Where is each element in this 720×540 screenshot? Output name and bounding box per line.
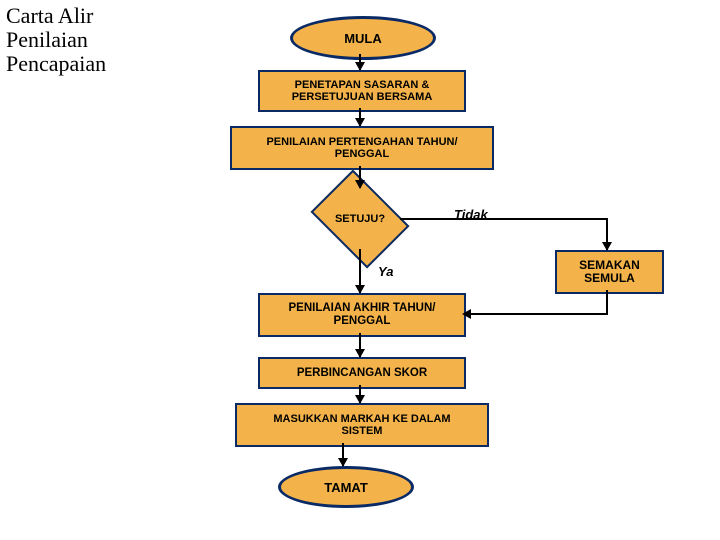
arrow-icon — [355, 180, 365, 189]
arrow-icon — [355, 285, 365, 294]
arrow-icon — [355, 62, 365, 71]
arrow-icon — [355, 395, 365, 404]
connector — [470, 313, 608, 315]
node-end-label: TAMAT — [324, 480, 368, 495]
node-label: PENILAIAN PERTENGAHAN TAHUN/ PENGGAL — [266, 136, 457, 160]
node-masukkan-markah: MASUKKAN MARKAH KE DALAM SISTEM — [235, 403, 489, 447]
page-title: Carta Alir Penilaian Pencapaian — [6, 4, 156, 77]
node-start: MULA — [290, 16, 436, 60]
node-label: PENETAPAN SASARAN & PERSETUJUAN BERSAMA — [292, 79, 433, 103]
node-label: SEMAKAN SEMULA — [579, 259, 640, 285]
arrow-icon — [462, 309, 471, 319]
node-penilaian-akhir: PENILAIAN AKHIR TAHUN/ PENGGAL — [258, 293, 466, 337]
arrow-icon — [338, 458, 348, 467]
node-label: PERBINCANGAN SKOR — [297, 367, 427, 380]
connector — [606, 290, 608, 313]
node-end: TAMAT — [278, 466, 414, 508]
node-decision-label: SETUJU? — [335, 213, 385, 225]
node-semakan-semula: SEMAKAN SEMULA — [555, 250, 664, 294]
arrow-icon — [355, 118, 365, 127]
node-label: PENILAIAN AKHIR TAHUN/ PENGGAL — [289, 302, 436, 327]
node-penetapan: PENETAPAN SASARAN & PERSETUJUAN BERSAMA — [258, 70, 466, 112]
connector — [400, 218, 606, 220]
node-label: MASUKKAN MARKAH KE DALAM SISTEM — [273, 413, 450, 437]
edge-label-ya: Ya — [378, 264, 393, 279]
node-decision-setuju: SETUJU? — [320, 189, 400, 249]
arrow-icon — [355, 349, 365, 358]
node-start-label: MULA — [344, 31, 382, 46]
node-perbincangan: PERBINCANGAN SKOR — [258, 357, 466, 389]
node-penilaian-pertengahan: PENILAIAN PERTENGAHAN TAHUN/ PENGGAL — [230, 126, 494, 170]
arrow-icon — [602, 242, 612, 251]
